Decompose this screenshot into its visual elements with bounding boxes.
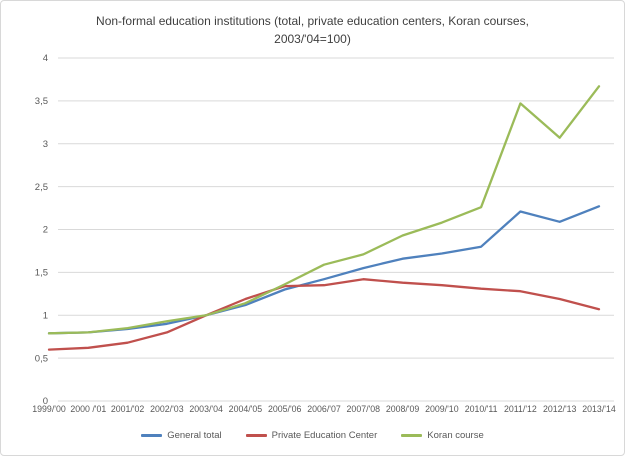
legend-label: General total — [167, 430, 222, 441]
y-tick-label: 2 — [43, 225, 48, 236]
chart-title: Non-formal education institutions (total… — [96, 14, 529, 46]
y-tick-label: 2,5 — [35, 182, 48, 193]
x-tick-label: 2002/'03 — [150, 404, 184, 414]
x-tick-label: 2006/'07 — [307, 404, 341, 414]
y-tick-label: 0,5 — [35, 353, 48, 364]
legend-swatch — [141, 434, 163, 437]
series-line-general-total — [47, 205, 601, 335]
x-tick-label: 2012/'13 — [543, 404, 577, 414]
y-tick-label: 1 — [43, 310, 48, 321]
x-tick-label: 2011/'12 — [504, 404, 537, 414]
y-tick-label: 3,5 — [35, 96, 48, 107]
legend-swatch — [245, 434, 267, 437]
legend-item-koran-course: Koran course — [401, 430, 484, 441]
x-tick-label: 2000 /'01 — [70, 404, 106, 414]
legend-label: Koran course — [427, 430, 484, 441]
y-tick-label: 4 — [43, 53, 48, 64]
x-tick-label: 2005/'06 — [268, 404, 302, 414]
chart-legend: General total Private Education Center Kor… — [1, 430, 624, 441]
x-tick-label: 2001/'02 — [111, 404, 145, 414]
series-line-koran-course — [47, 85, 601, 335]
x-tick-label: 2009/'10 — [425, 404, 459, 414]
y-tick-label: 0 — [43, 396, 48, 407]
legend-item-private-education-center: Private Education Center — [245, 430, 378, 441]
x-tick-label: 2013/'14 — [582, 404, 616, 414]
y-tick-label: 1,5 — [35, 268, 48, 279]
x-tick-label: 2004/'05 — [229, 404, 263, 414]
legend-swatch — [401, 434, 423, 437]
series-line-private-education-center — [47, 278, 601, 351]
x-tick-label: 2008/'09 — [386, 404, 420, 414]
legend-item-general-total: General total — [141, 430, 222, 441]
x-tick-label: 2010/'11 — [465, 404, 498, 414]
x-tick-label: 1999/'00 — [32, 404, 66, 414]
x-tick-label: 2003/'04 — [189, 404, 223, 414]
x-tick-label: 2007/'08 — [347, 404, 381, 414]
legend-label: Private Education Center — [271, 430, 378, 441]
y-tick-label: 3 — [43, 139, 48, 150]
